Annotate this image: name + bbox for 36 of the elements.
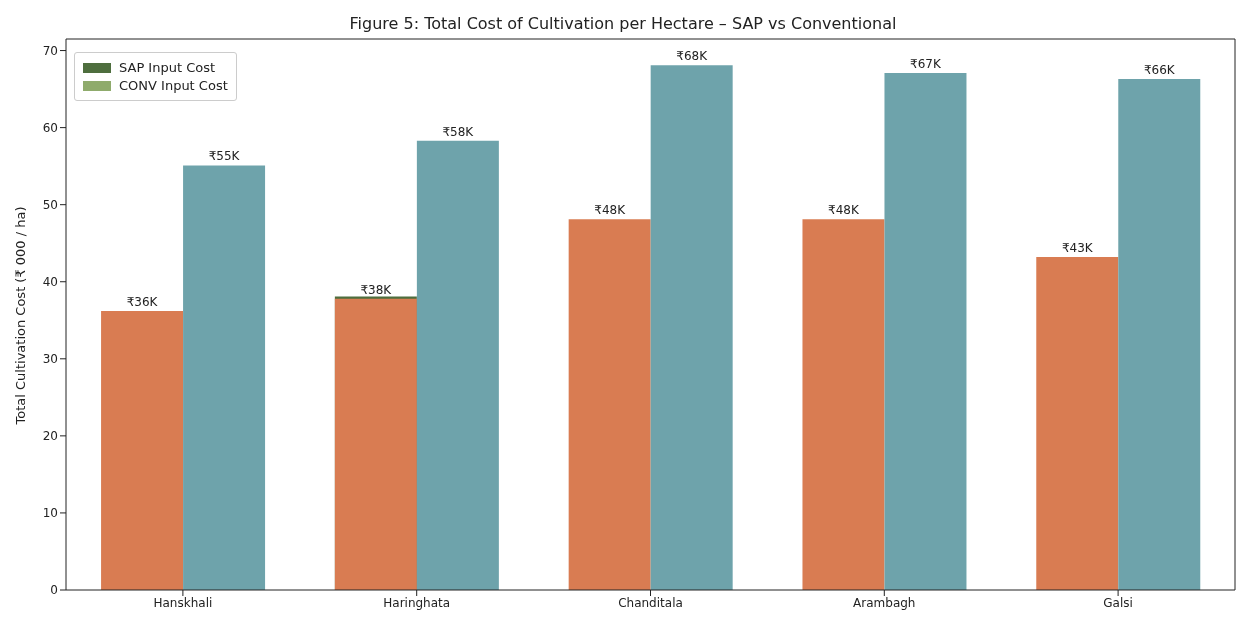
bar xyxy=(802,219,885,590)
data-label: ₹38K xyxy=(360,282,393,297)
y-tick-label: 20 xyxy=(42,429,58,444)
legend-label: CONV Input Cost xyxy=(119,78,228,93)
chart-title: Figure 5: Total Cost of Cultivation per Hectare – SAP vs Conventional xyxy=(348,14,898,33)
data-label: ₹48K xyxy=(594,203,627,218)
data-label: ₹68K xyxy=(676,49,709,64)
bar xyxy=(101,311,184,590)
y-tick-label: 0 xyxy=(50,583,58,598)
y-tick-label: 40 xyxy=(42,275,58,290)
bar xyxy=(416,140,499,590)
bar xyxy=(884,72,967,590)
y-tick-label: 50 xyxy=(42,197,58,212)
bar xyxy=(183,165,266,590)
bar xyxy=(650,65,733,590)
x-tick-label: Galsi xyxy=(1103,595,1133,610)
y-tick-label: 30 xyxy=(42,352,58,367)
data-label: ₹58K xyxy=(442,124,475,139)
x-tick-label: Arambagh xyxy=(853,595,916,610)
x-tick-label: Haringhata xyxy=(383,595,451,610)
y-axis-title: Total Cultivation Cost (₹ 000 / ha) xyxy=(12,206,28,426)
bar xyxy=(1036,257,1119,590)
y-tick-label: 70 xyxy=(42,43,58,58)
data-label: ₹67K xyxy=(910,56,942,71)
bar xyxy=(1118,79,1201,590)
data-label: ₹48K xyxy=(828,203,860,218)
bar xyxy=(568,219,651,590)
data-label: ₹36K xyxy=(126,295,159,310)
data-label: ₹55K xyxy=(208,149,241,164)
y-tick-label: 60 xyxy=(42,120,58,135)
y-tick-label: 10 xyxy=(42,506,58,521)
x-tick-label: Chanditala xyxy=(618,595,683,610)
legend-label: SAP Input Cost xyxy=(119,60,216,75)
data-label: ₹43K xyxy=(1061,241,1094,256)
data-label: ₹66K xyxy=(1143,63,1176,78)
x-tick-label: Hanskhali xyxy=(153,595,213,610)
